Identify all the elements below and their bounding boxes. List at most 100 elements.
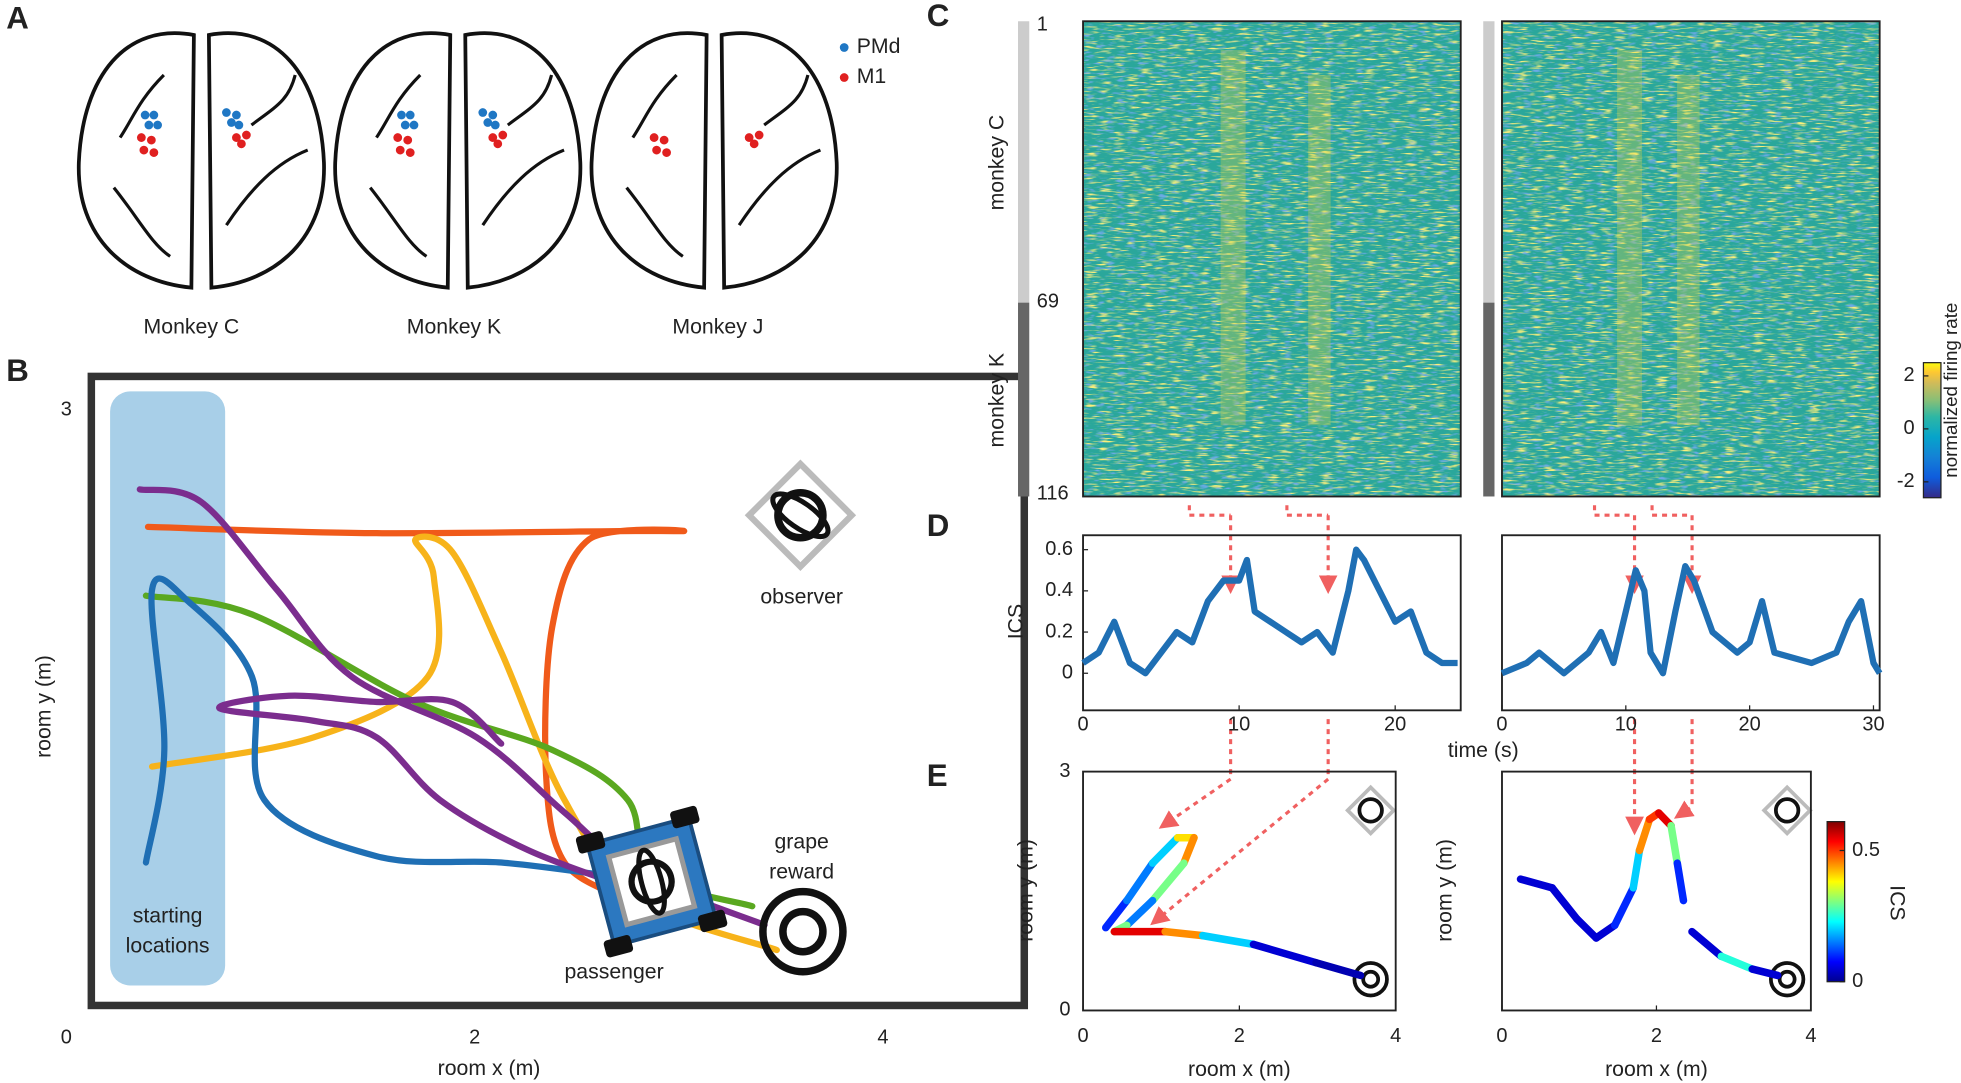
group-label: monkey K [985, 353, 1009, 447]
electrode [493, 139, 503, 149]
annotation: passenger [564, 960, 663, 984]
legend-label: PMd [857, 34, 901, 58]
brain-caption: Monkey C [144, 314, 240, 338]
brains [76, 31, 839, 290]
trajectory-segment [1635, 815, 1654, 855]
electrode [405, 110, 415, 120]
trajectory-segment [1748, 965, 1782, 980]
panel-label: E [927, 758, 948, 793]
electrode [400, 120, 410, 130]
heatmap [1018, 20, 1942, 983]
hemisphere [333, 31, 453, 290]
electrode [749, 139, 759, 149]
x-tick-label: 10 [1228, 714, 1250, 736]
trajectory-segment [1610, 884, 1638, 930]
ics-line [1500, 563, 1883, 677]
y-axis-label: room y (m) [32, 655, 56, 758]
hemisphere [76, 31, 196, 290]
panel-label: A [6, 0, 29, 35]
trajectory-segment [1123, 896, 1157, 930]
x-tick-label: 0 [1077, 714, 1088, 736]
x-tick-label: 4 [1390, 1025, 1401, 1047]
colorbar-tick-label: 0 [1904, 417, 1915, 439]
electrode [488, 110, 498, 120]
trajectory-segment [1516, 875, 1556, 892]
electrode [649, 133, 659, 142]
passenger-icon [575, 805, 728, 958]
observer-icon [744, 459, 857, 571]
row-tick-label: 1 [1037, 13, 1048, 35]
legend-dot [839, 43, 849, 52]
electrode [222, 108, 231, 117]
trajectory-segment [1667, 821, 1682, 867]
panel-label: B [6, 353, 29, 388]
x-tick-label: 4 [1805, 1025, 1816, 1047]
electrode [409, 120, 419, 130]
x-tick-label: 0 [1077, 1025, 1088, 1047]
annotation: reward [769, 860, 834, 884]
legend-label: M1 [857, 64, 887, 88]
sulcus [112, 73, 309, 258]
electrode [393, 133, 403, 142]
x-tick-label: 0 [61, 1026, 72, 1048]
electrode [149, 148, 159, 157]
colorbar-tick-label: -2 [1897, 470, 1915, 492]
brain-caption: Monkey J [672, 314, 763, 338]
electrode [242, 130, 251, 140]
ics-line [1081, 546, 1458, 677]
annotation: locations [126, 933, 210, 957]
trajectory-segment [1123, 859, 1157, 905]
hemisphere [719, 31, 839, 290]
row-tick-label: 69 [1037, 291, 1059, 313]
electrode [139, 145, 149, 155]
electrode [483, 118, 493, 127]
electrode [662, 148, 671, 157]
trajectory-segment [1688, 927, 1726, 961]
y-tick-label: 3 [61, 398, 72, 420]
y-tick-label: 0.6 [1045, 538, 1073, 560]
colorbar-tick-label: 2 [1904, 364, 1915, 386]
electrode [397, 110, 406, 120]
electrode [227, 118, 236, 127]
y-axis-label: room y (m) [1013, 839, 1037, 942]
x-tick-label: 0 [1496, 1025, 1507, 1047]
annotation: grape [774, 829, 828, 853]
colorbar-label: normalized firing rate [1940, 303, 1961, 478]
electrode [149, 110, 159, 120]
x-tick-label: 20 [1384, 714, 1406, 736]
x-tick-label: 2 [1651, 1025, 1662, 1047]
trajectory [216, 692, 631, 891]
electrode [652, 145, 661, 155]
axes-frame [1501, 534, 1881, 712]
trajectory-segment [1573, 915, 1600, 942]
row-tick-label: 116 [1037, 482, 1069, 504]
trajectory-segment [1548, 884, 1581, 923]
sulcus [625, 73, 822, 258]
electrode [136, 133, 146, 142]
electrode [744, 133, 754, 142]
electrode [498, 130, 508, 140]
legend-dot [839, 73, 849, 82]
trajectory-segment [1717, 952, 1756, 973]
electrode [395, 145, 405, 155]
electrode [490, 120, 500, 130]
electrode [146, 135, 156, 145]
electrode [403, 135, 413, 145]
trajectory-segment [1101, 896, 1131, 932]
colorbar-label: ICS [1885, 885, 1909, 920]
y-tick-label: 0.2 [1045, 620, 1073, 642]
y-axis-label: room y (m) [1432, 839, 1456, 942]
colorbar-tick-label: 0.5 [1852, 839, 1880, 861]
axes-frame [1082, 534, 1462, 712]
y-tick-label: 3 [1059, 760, 1070, 782]
arena-frame [87, 372, 1029, 1010]
x-axis-label: time (s) [1448, 738, 1519, 762]
trajectory-segment [1148, 859, 1188, 905]
x-tick-label: 2 [1234, 1025, 1245, 1047]
group-label: monkey C [985, 115, 1009, 211]
y-tick-label: 0.4 [1045, 579, 1073, 601]
x-tick-label: 30 [1862, 714, 1884, 736]
electrode [234, 120, 244, 130]
